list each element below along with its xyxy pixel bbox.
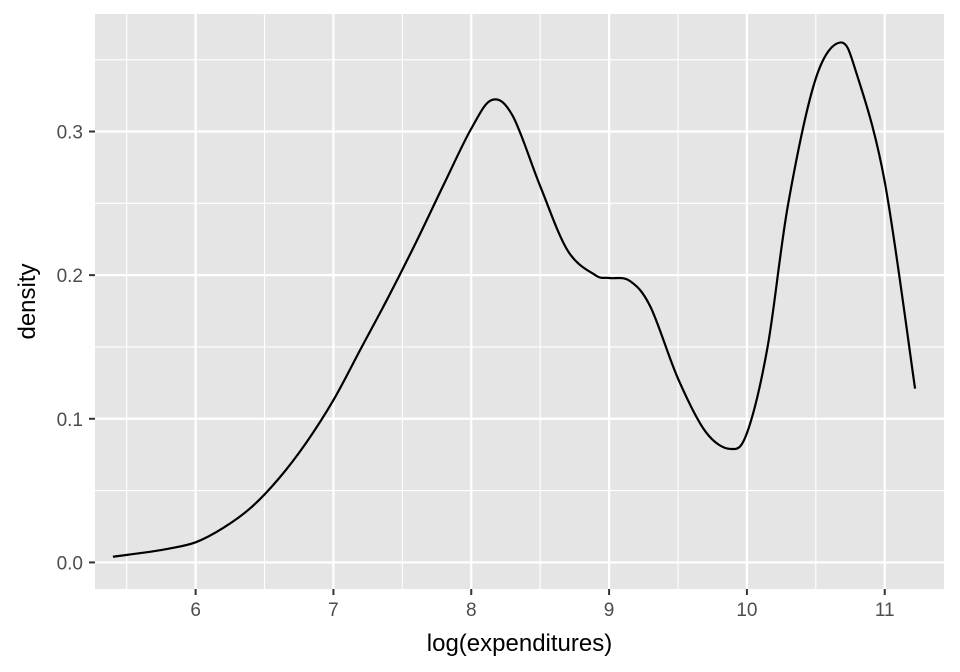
y-axis-title: density	[14, 263, 41, 339]
x-tick-label: 6	[190, 600, 201, 621]
x-tick-label: 9	[604, 600, 615, 621]
plot-panel	[95, 14, 944, 589]
x-tick-label: 11	[875, 600, 895, 621]
y-tick-label: 0.2	[57, 266, 83, 287]
x-tick-label: 7	[328, 600, 339, 621]
x-tick-label: 8	[466, 600, 477, 621]
x-axis-title: log(expenditures)	[427, 630, 612, 657]
y-tick-label: 0.3	[57, 122, 83, 143]
x-tick-label: 10	[736, 600, 757, 621]
major-gridlines	[95, 14, 944, 589]
minor-gridlines	[95, 14, 944, 589]
x-axis-ticks: 6 7 8 9 10 11	[190, 589, 895, 621]
y-axis-ticks: 0.0 0.1 0.2 0.3	[57, 122, 95, 574]
density-curve	[112, 41, 917, 558]
y-tick-label: 0.1	[57, 410, 83, 431]
y-tick-label: 0.0	[57, 553, 83, 574]
